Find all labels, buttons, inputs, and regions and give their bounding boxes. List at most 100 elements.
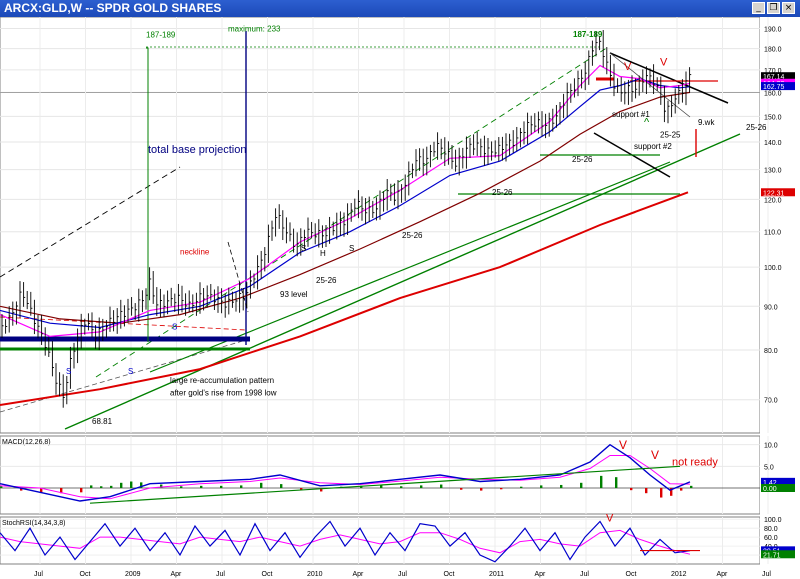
stoch-annotation: V [606, 512, 614, 524]
x-tick-label: Jul [34, 571, 43, 578]
price-tick-label: 90.0 [764, 304, 778, 311]
macd-title: MACD(12,26,8) [2, 439, 51, 446]
chart-annotation: S [172, 323, 177, 332]
price-tick-label: 70.0 [764, 398, 778, 405]
chart-annotation: H [320, 249, 326, 258]
price-tick-label: 80.0 [764, 348, 778, 355]
macd-tag-label: 1.42 [763, 480, 777, 487]
dashed-channel-upper [0, 166, 181, 278]
chart-annotation: 25-26 [402, 231, 423, 240]
chart-annotation: S [66, 367, 71, 376]
macd-histogram-bar [120, 482, 123, 488]
macd-histogram-bar [615, 477, 618, 488]
restore-icon[interactable]: ❐ [767, 2, 780, 14]
close-icon[interactable]: × [782, 2, 795, 14]
price-tick-label: 190.0 [764, 27, 782, 34]
x-tick-label: 2009 [125, 571, 141, 578]
neckline-line [0, 316, 247, 331]
macd-annotation: not ready [672, 456, 718, 468]
macd-histogram-bar [680, 488, 683, 491]
ema-short-line [0, 64, 691, 338]
macd-histogram-bar [480, 488, 483, 491]
stoch-title: StochRSI(14,34,3,8) [2, 520, 65, 527]
macd-histogram-bar [420, 485, 423, 488]
macd-histogram-bar [20, 488, 23, 491]
chart-annotation: total base projection [148, 144, 246, 156]
macd-histogram-bar [380, 484, 383, 488]
x-tick-label: Apr [535, 571, 547, 578]
macd-histogram-bar [100, 486, 103, 488]
macd-histogram-bar [400, 486, 403, 488]
stoch-tag [761, 550, 795, 559]
macd-line [0, 443, 691, 502]
x-tick-label: 2010 [307, 571, 323, 578]
dashed-channel-lower [0, 339, 247, 413]
macd-histogram-bar [300, 488, 303, 490]
macd-histogram-bar [260, 482, 263, 488]
price-tag-label: 162.75 [763, 84, 785, 91]
x-tick-label: Oct [80, 571, 91, 578]
chart-annotation: ^ [644, 117, 650, 129]
macd-histogram-bar [280, 484, 283, 488]
x-tick-label: Jul [762, 571, 771, 578]
macd-histogram-bar [0, 486, 3, 488]
price-tag [761, 72, 795, 81]
stoch-tag-label: 21.71 [763, 552, 781, 559]
long-term-trendline [64, 133, 741, 430]
chart-annotation: V [624, 61, 632, 73]
macd-histogram-bar [40, 488, 43, 493]
x-tick-label: Jul [216, 571, 225, 578]
macd-histogram-bar [180, 486, 183, 488]
chart-annotation: large re-accumulation pattern [170, 376, 274, 385]
projection-green-bar [146, 47, 149, 342]
projection-pointer [227, 241, 249, 313]
macd-tick-label: 10.0 [764, 443, 778, 450]
price-tick-label: 100.0 [764, 265, 782, 272]
price-tag [761, 188, 795, 197]
chart-annotation: 25-26 [492, 188, 513, 197]
macd-histogram-bar [200, 485, 203, 488]
chart-annotation: support #1 [612, 110, 650, 119]
macd-histogram-bar [540, 485, 543, 488]
chart-annotation: maximum: 233 [228, 25, 281, 34]
window-titlebar: ARCX:GLD,W -- SPDR GOLD SHARES _ ❐ × [0, 0, 800, 17]
x-tick-label: 2011 [489, 571, 504, 578]
window-title: ARCX:GLD,W -- SPDR GOLD SHARES [4, 1, 222, 15]
price-tag-label: 167.14 [763, 74, 785, 81]
macd-tag-label: 0.00 [763, 486, 777, 493]
macd-histogram-bar [90, 485, 93, 488]
chart-annotation: 68.81 [92, 417, 113, 426]
chart-annotation: 187-189 [573, 30, 603, 39]
macd-tag [761, 477, 795, 486]
stoch-k-line [0, 520, 691, 563]
macd-histogram-bar [520, 486, 523, 488]
price-tick-label: 110.0 [764, 230, 781, 237]
price-tick-label: 180.0 [764, 47, 782, 54]
stoch-tick-label: 60.0 [764, 535, 778, 542]
macd-histogram-bar [220, 485, 223, 488]
macd-histogram-bar [670, 488, 673, 496]
macd-histogram-bar [645, 488, 648, 494]
x-tick-label: Oct [262, 571, 273, 578]
macd-annotation: V [619, 438, 627, 452]
price-tick-label: 140.0 [764, 140, 782, 147]
chart-annotation: S [349, 244, 354, 253]
macd-tick-label: 5.0 [764, 464, 774, 471]
macd-histogram-bar [130, 481, 133, 488]
macd-histogram-bar [80, 488, 83, 493]
macd-histogram-bar [240, 485, 243, 488]
macd-histogram-bar [560, 484, 563, 488]
macd-histogram-bar [60, 488, 63, 494]
macd-histogram-bar [500, 488, 503, 490]
chart-annotation: 187-189 [146, 30, 176, 39]
x-tick-label: Jul [398, 571, 407, 578]
price-panel-frame [0, 17, 761, 434]
x-tick-label: Oct [444, 571, 455, 578]
minimize-icon[interactable]: _ [752, 2, 765, 14]
chart-canvas: 190.0 180.0 170.0 160.0 150.0 140.0 130.0 120.0… [0, 17, 800, 579]
x-tick-label: Jul [580, 571, 589, 578]
macd-histogram-bar [630, 488, 633, 491]
chart-annotation: V [660, 57, 668, 69]
dashed-green-channel [95, 46, 609, 378]
downtrend-upper [609, 52, 729, 104]
